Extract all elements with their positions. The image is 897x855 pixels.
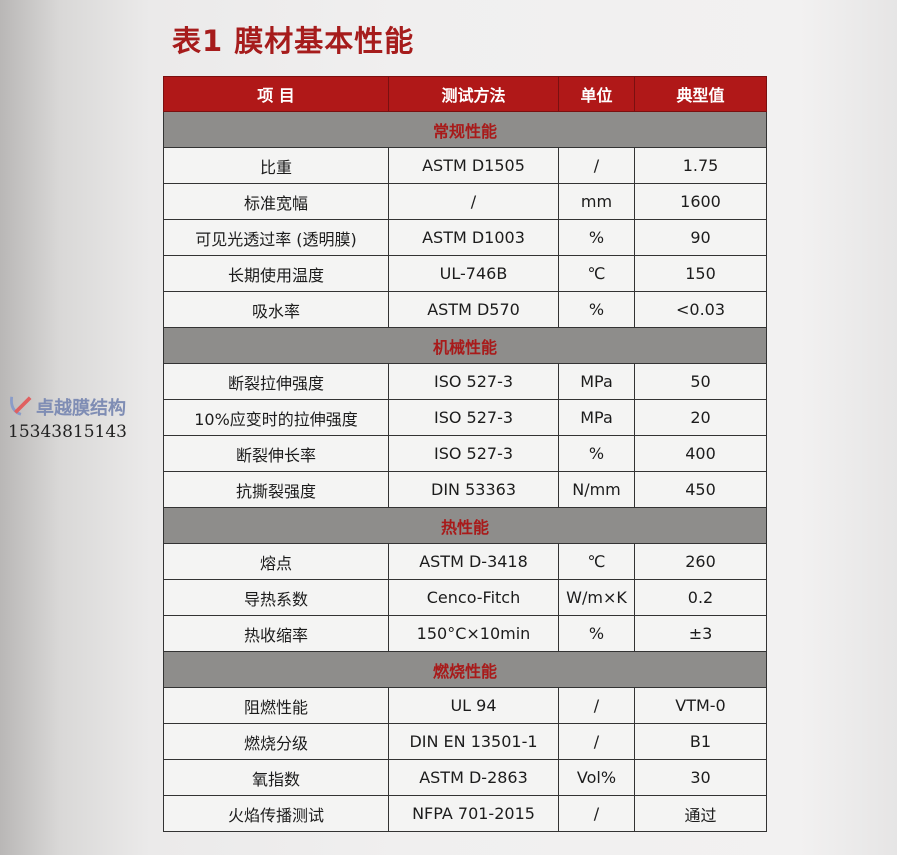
cell-method: 150°C×10min xyxy=(388,615,559,652)
cell-item: 断裂拉伸强度 xyxy=(163,363,389,400)
cell-method: DIN 53363 xyxy=(388,471,559,508)
table-row: 熔点 ASTM D-3418 ℃ 260 xyxy=(163,543,767,580)
cell-value: B1 xyxy=(634,723,767,760)
table-row: 氧指数 ASTM D-2863 Vol% 30 xyxy=(163,759,767,796)
header-value: 典型值 xyxy=(634,76,767,112)
cell-value: 90 xyxy=(634,219,767,256)
section-title: 热性能 xyxy=(163,507,767,544)
cell-value: 450 xyxy=(634,471,767,508)
table-row: 长期使用温度 UL-746B ℃ 150 xyxy=(163,255,767,292)
cell-method: ASTM D1505 xyxy=(388,147,559,184)
cell-unit: mm xyxy=(558,183,635,220)
section-row: 热性能 xyxy=(163,507,767,544)
watermark: 卓越膜结构 15343815143 xyxy=(8,392,158,452)
cell-item: 导热系数 xyxy=(163,579,389,616)
cell-unit: N/mm xyxy=(558,471,635,508)
table-row: 阻燃性能 UL 94/VTM-0 xyxy=(163,687,767,724)
table-row: 抗撕裂强度 DIN 53363 N/mm 450 xyxy=(163,471,767,508)
cell-item: 吸水率 xyxy=(163,291,389,328)
cell-method: NFPA 701-2015 xyxy=(388,795,559,832)
cell-value: 20 xyxy=(634,399,767,436)
cell-unit: / xyxy=(558,723,635,760)
cell-method: Cenco-Fitch xyxy=(388,579,559,616)
cell-item: 可见光透过率 (透明膜) xyxy=(163,219,389,256)
cell-unit: / xyxy=(558,687,635,724)
cell-item: 断裂伸长率 xyxy=(163,435,389,472)
section-title: 机械性能 xyxy=(163,327,767,364)
table-row: 燃烧分级 DIN EN 13501-1/B1 xyxy=(163,723,767,760)
cell-unit: Vol% xyxy=(558,759,635,796)
cell-method: UL-746B xyxy=(388,255,559,292)
cell-unit: MPa xyxy=(558,363,635,400)
section-row: 燃烧性能 xyxy=(163,651,767,688)
watermark-name: 卓越膜结构 xyxy=(36,398,126,419)
cell-item: 长期使用温度 xyxy=(163,255,389,292)
header-method: 测试方法 xyxy=(388,76,559,112)
table-header: 项 目 测试方法 单位 典型值 xyxy=(163,76,767,112)
cell-value: ±3 xyxy=(634,615,767,652)
cell-unit: / xyxy=(558,795,635,832)
cell-value: 通过 xyxy=(634,795,767,832)
cell-unit: % xyxy=(558,615,635,652)
cell-unit: MPa xyxy=(558,399,635,436)
cell-method: DIN EN 13501-1 xyxy=(388,723,559,760)
cell-item: 阻燃性能 xyxy=(163,687,389,724)
table-row: 导热系数 Cenco-Fitch W/m×K 0.2 xyxy=(163,579,767,616)
cell-value: VTM-0 xyxy=(634,687,767,724)
cell-item: 10%应变时的拉伸强度 xyxy=(163,399,389,436)
cell-item: 燃烧分级 xyxy=(163,723,389,760)
cell-item: 熔点 xyxy=(163,543,389,580)
cell-method: ISO 527-3 xyxy=(388,399,559,436)
cell-value: 30 xyxy=(634,759,767,796)
cell-value: 0.2 xyxy=(634,579,767,616)
cell-value: 1600 xyxy=(634,183,767,220)
cell-unit: % xyxy=(558,219,635,256)
cell-item: 抗撕裂强度 xyxy=(163,471,389,508)
cell-method: UL 94 xyxy=(388,687,559,724)
cell-item: 热收缩率 xyxy=(163,615,389,652)
watermark-phone: 15343815143 xyxy=(8,422,127,442)
table-row: 10%应变时的拉伸强度 ISO 527-3 MPa 20 xyxy=(163,399,767,436)
cell-value: 150 xyxy=(634,255,767,292)
table-row: 火焰传播测试 NFPA 701-2015/通过 xyxy=(163,795,767,832)
page-title: 表1 膜材基本性能 xyxy=(172,24,415,58)
cell-value: <0.03 xyxy=(634,291,767,328)
cell-method: ASTM D-2863 xyxy=(388,759,559,796)
cell-unit: % xyxy=(558,291,635,328)
section-row: 常规性能 xyxy=(163,111,767,148)
table-row: 断裂拉伸强度 ISO 527-3 MPa 50 xyxy=(163,363,767,400)
section-title: 常规性能 xyxy=(163,111,767,148)
cell-value: 1.75 xyxy=(634,147,767,184)
table-row: 标准宽幅 / mm 1600 xyxy=(163,183,767,220)
cell-method: ISO 527-3 xyxy=(388,435,559,472)
cell-method: ASTM D1003 xyxy=(388,219,559,256)
section-title: 燃烧性能 xyxy=(163,651,767,688)
cell-item: 标准宽幅 xyxy=(163,183,389,220)
cell-item: 火焰传播测试 xyxy=(163,795,389,832)
section-row: 机械性能 xyxy=(163,327,767,364)
cell-method: ISO 527-3 xyxy=(388,363,559,400)
watermark-logo-icon xyxy=(10,396,32,416)
cell-method: / xyxy=(388,183,559,220)
table-row: 断裂伸长率 ISO 527-3% 400 xyxy=(163,435,767,472)
cell-unit: % xyxy=(558,435,635,472)
cell-value: 260 xyxy=(634,543,767,580)
table-row: 可见光透过率 (透明膜) ASTM D1003% 90 xyxy=(163,219,767,256)
cell-value: 400 xyxy=(634,435,767,472)
header-item: 项 目 xyxy=(163,76,389,112)
table-row: 吸水率 ASTM D570% <0.03 xyxy=(163,291,767,328)
cell-method: ASTM D570 xyxy=(388,291,559,328)
cell-unit: ℃ xyxy=(558,255,635,292)
table-row: 比重 ASTM D1505/1.75 xyxy=(163,147,767,184)
cell-item: 氧指数 xyxy=(163,759,389,796)
properties-table: 项 目 测试方法 单位 典型值 常规性能 比重 ASTM D1505/1.75 标准宽… xyxy=(163,76,767,832)
cell-unit: ℃ xyxy=(558,543,635,580)
cell-method: ASTM D-3418 xyxy=(388,543,559,580)
table-row: 热收缩率 150°C×10min% ±3 xyxy=(163,615,767,652)
cell-item: 比重 xyxy=(163,147,389,184)
cell-value: 50 xyxy=(634,363,767,400)
header-unit: 单位 xyxy=(558,76,635,112)
cell-unit: / xyxy=(558,147,635,184)
cell-unit: W/m×K xyxy=(558,579,635,616)
